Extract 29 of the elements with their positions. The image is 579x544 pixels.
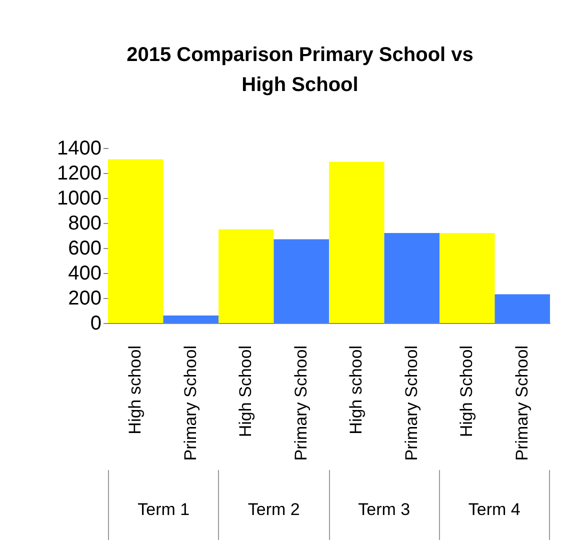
x-tick-label: Primary School [291,346,310,461]
x-tick-label: High School [236,346,256,438]
x-tick-label: High school [126,346,145,434]
text: Term 3 [328,470,439,540]
y-tick-label: 200 [68,288,102,310]
y-tick-label: 1400 [57,138,102,160]
y-tick-label: 1000 [57,188,102,210]
bar [440,233,495,323]
y-tick-label: 0 [90,312,102,334]
y-tick-label: 1200 [57,162,102,184]
text: Term 4 [438,470,550,540]
x-tick-label: Primary School [512,346,532,461]
x-tick-label: Primary School [402,346,421,461]
x-tick-label: Primary School [180,346,200,461]
bar [218,229,274,323]
x-tick-label: High School [457,346,476,438]
bar [163,316,218,323]
bar [384,233,440,323]
bar [329,162,384,323]
bar [494,294,550,323]
chart-title: 2015 Comparison Primary School vs High School [126,43,474,98]
y-tick-label: 800 [68,212,102,234]
text: Term 1 [108,470,218,540]
y-tick-label: 600 [68,238,102,260]
text: Term 2 [218,470,328,540]
bar [108,159,164,323]
x-tick-label: High school [346,346,366,434]
y-tick-label: 400 [68,262,102,284]
bar [274,239,329,323]
